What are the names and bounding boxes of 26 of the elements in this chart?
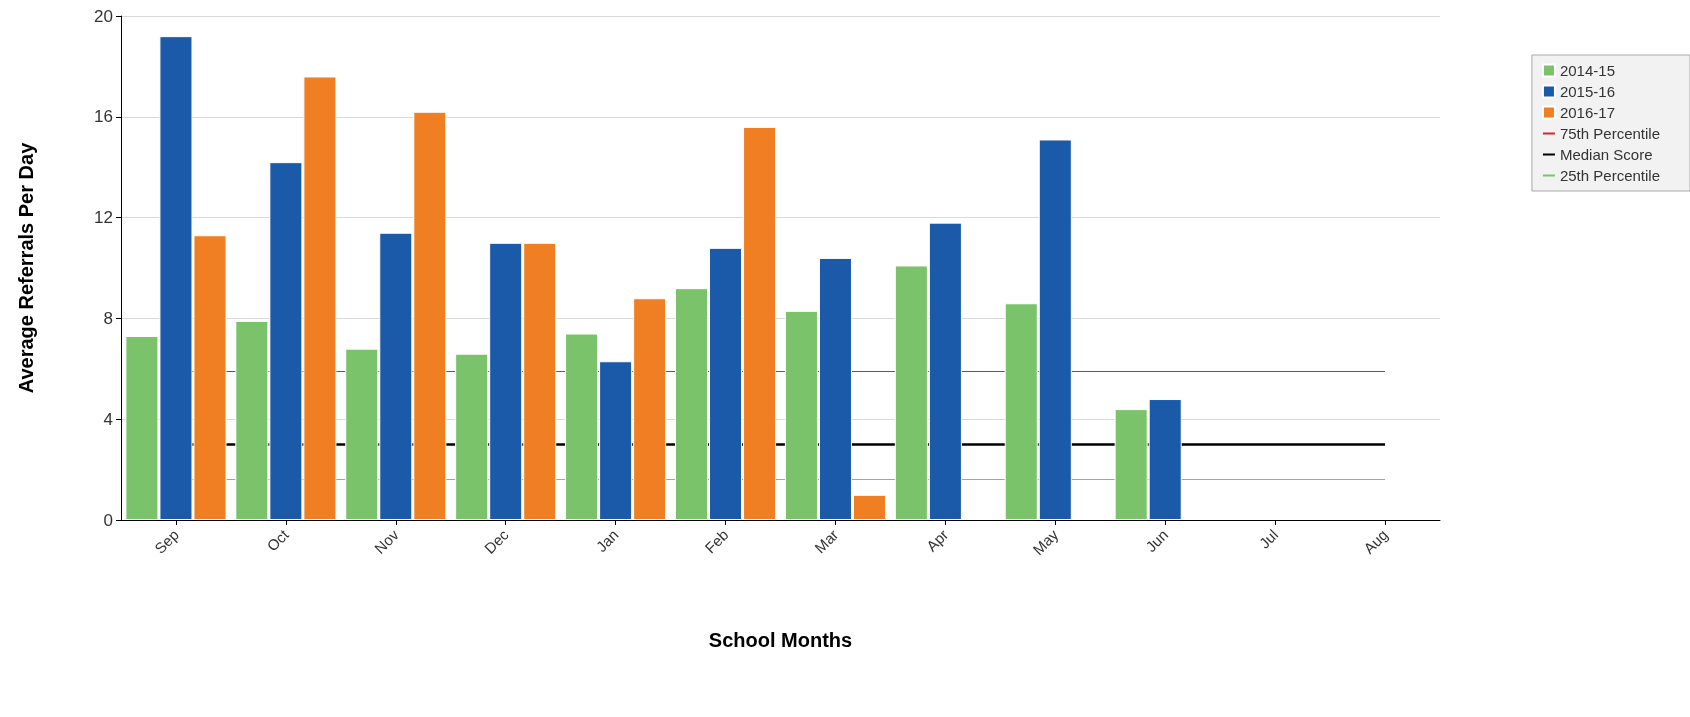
legend-label: 2014-15: [1559, 62, 1615, 79]
y-tick-label: 0: [103, 510, 113, 530]
legend-label: Median Score: [1559, 146, 1653, 163]
y-tick-label: 12: [94, 208, 113, 228]
x-tick-label: Dec: [480, 525, 513, 557]
legend-label: 2015-16: [1559, 83, 1615, 100]
x-tick-label: Aug: [1360, 525, 1392, 557]
x-tick-label: Jan: [592, 525, 622, 556]
x-tick-label: Jun: [1142, 525, 1172, 556]
x-tick-label: Sep: [151, 525, 182, 557]
y-tick-label: 20: [94, 6, 113, 26]
x-tick-label: May: [1029, 525, 1062, 559]
y-tick-label: 4: [103, 409, 113, 429]
x-tick-label: Jul: [1255, 525, 1282, 552]
y-axis-title: Average Referrals Per Day: [15, 141, 37, 394]
x-axis-title: School Months: [708, 629, 853, 651]
x-tick-label: Feb: [701, 525, 732, 557]
legend-label: 25th Percentile: [1559, 167, 1661, 184]
y-tick-label: 8: [103, 308, 113, 328]
y-tick-label: 16: [94, 107, 113, 127]
x-tick-label: Apr: [922, 525, 952, 555]
x-tick-label: Mar: [811, 525, 842, 557]
x-tick-label: Oct: [263, 525, 293, 555]
legend-label: 2016-17: [1559, 104, 1615, 121]
legend-label: 75th Percentile: [1559, 125, 1661, 142]
x-tick-label: Nov: [370, 525, 403, 557]
